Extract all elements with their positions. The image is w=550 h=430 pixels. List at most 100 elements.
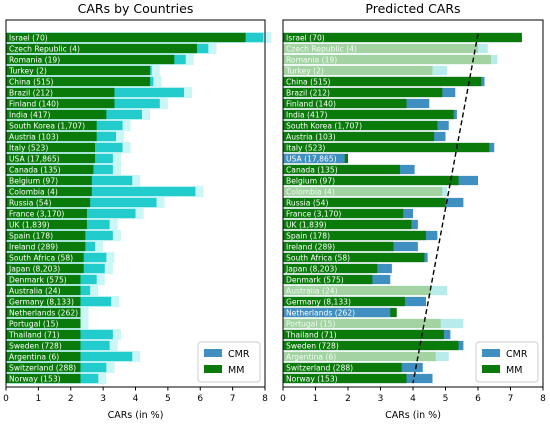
mm-bar bbox=[283, 120, 438, 131]
mm-bar bbox=[283, 318, 441, 329]
category-label: Norway (153) bbox=[9, 375, 61, 384]
category-label: Ireland (289) bbox=[286, 243, 335, 252]
mm-bar bbox=[6, 362, 81, 373]
mm-bar bbox=[283, 76, 482, 87]
mm-bar bbox=[283, 98, 407, 109]
mm-bar bbox=[283, 131, 435, 142]
mm-bar bbox=[283, 241, 394, 252]
mm-bar bbox=[283, 230, 426, 241]
x-tick-label: 7 bbox=[508, 394, 514, 404]
mm-bar bbox=[283, 362, 402, 373]
x-tick-label: 2 bbox=[68, 394, 74, 404]
mm-bar bbox=[283, 54, 491, 65]
category-label: India (417) bbox=[9, 111, 51, 120]
cmr-bar bbox=[283, 153, 345, 164]
mm-bar bbox=[6, 164, 94, 175]
right-chart-legend: CMR MM bbox=[475, 341, 539, 383]
category-label: South Africa (58) bbox=[9, 254, 73, 263]
category-label: South Korea (1,707) bbox=[286, 122, 362, 131]
category-label: Sweden (728) bbox=[9, 342, 62, 351]
mm-bar bbox=[283, 274, 373, 285]
mm-bar bbox=[6, 252, 84, 263]
category-label: India (417) bbox=[286, 111, 328, 120]
mm-bar bbox=[6, 340, 81, 351]
mm-bar bbox=[6, 120, 97, 131]
x-tick-label: 6 bbox=[475, 394, 481, 404]
right-chart-panel: Predicted CARs Israel (70) Czech Republic… bbox=[280, 1, 546, 421]
mm-bar bbox=[6, 263, 84, 274]
category-label: Austria (103) bbox=[9, 133, 59, 142]
category-label: Netherlands (262) bbox=[9, 309, 78, 318]
category-label: Switzerland (288) bbox=[9, 364, 76, 373]
category-label: China (515) bbox=[9, 78, 54, 87]
left-chart-bars: Israel (70) Czech Republic (4) Romania (19… bbox=[6, 31, 272, 385]
right-chart-x-axis: 0 1 2 3 4 5 6 7 8 bbox=[280, 387, 546, 404]
legend-label: CMR bbox=[228, 349, 250, 360]
category-label: Austria (103) bbox=[286, 133, 336, 142]
category-label: Finland (140) bbox=[9, 100, 59, 109]
category-label: Belgium (97) bbox=[9, 177, 58, 186]
mm-bar bbox=[6, 274, 81, 285]
legend-label: MM bbox=[228, 365, 244, 376]
category-label: USA (17,865) bbox=[9, 155, 60, 164]
category-label: Romania (19) bbox=[9, 56, 60, 65]
category-label: Colombia (4) bbox=[9, 188, 58, 197]
category-label: Norway (153) bbox=[286, 375, 338, 384]
mm-bar bbox=[6, 285, 81, 296]
category-label: Portugal (15) bbox=[9, 320, 58, 329]
category-label: UK (1,839) bbox=[286, 221, 327, 230]
category-label: France (3,170) bbox=[9, 210, 64, 219]
category-label: Thailand (71) bbox=[8, 331, 60, 340]
category-label: Denmark (575) bbox=[9, 276, 67, 285]
mm-bar bbox=[283, 65, 433, 76]
category-label: Australia (24) bbox=[9, 287, 61, 296]
left-chart-legend: CMR MM bbox=[197, 341, 261, 383]
category-label: Russia (54) bbox=[286, 199, 328, 208]
mm-bar bbox=[283, 109, 454, 120]
mm-bar bbox=[6, 197, 91, 208]
category-label: Thailand (71) bbox=[285, 331, 337, 340]
category-label: Canada (135) bbox=[9, 166, 61, 175]
category-label: Germany (8,133) bbox=[286, 298, 351, 307]
mm-bar bbox=[283, 351, 436, 362]
category-label: Israel (70) bbox=[9, 34, 48, 43]
x-tick-label: 4 bbox=[410, 394, 416, 404]
mm-bar bbox=[6, 241, 86, 252]
mm-bar bbox=[6, 32, 246, 43]
mm-bar bbox=[6, 307, 81, 318]
right-chart-bars: Israel (70) Czech Republic (4) Romania (19… bbox=[283, 32, 522, 384]
legend-swatch bbox=[204, 349, 222, 357]
category-label: South Africa (58) bbox=[286, 254, 350, 263]
category-label: UK (1,839) bbox=[9, 221, 50, 230]
category-label: Japan (8,203) bbox=[8, 265, 60, 274]
legend-box bbox=[197, 341, 261, 383]
category-label: Belgium (97) bbox=[286, 177, 335, 186]
category-label: Switzerland (288) bbox=[286, 364, 353, 373]
legend-swatch bbox=[482, 365, 500, 373]
cmr-bar bbox=[6, 186, 196, 197]
mm-bar bbox=[6, 175, 92, 186]
mm-bar bbox=[283, 142, 490, 153]
left-chart-x-axis-label: CARs (in %) bbox=[108, 410, 164, 421]
mm-bar bbox=[6, 98, 115, 109]
x-tick-label: 3 bbox=[378, 394, 384, 404]
x-tick-label: 0 bbox=[280, 394, 286, 404]
category-label: Romania (19) bbox=[286, 56, 337, 65]
mm-bar bbox=[283, 175, 459, 186]
category-label: France (3,170) bbox=[286, 210, 341, 219]
x-tick-label: 5 bbox=[443, 394, 449, 404]
mm-bar bbox=[6, 76, 151, 87]
right-chart-trend-line bbox=[412, 33, 479, 384]
mm-bar bbox=[6, 153, 96, 164]
category-label: Argentina (6) bbox=[9, 353, 59, 362]
mm-bar bbox=[6, 208, 87, 219]
right-chart-x-axis-label: CARs (in %) bbox=[385, 410, 441, 421]
category-label: USA (17,865) bbox=[286, 155, 337, 164]
x-tick-label: 7 bbox=[230, 394, 236, 404]
mm-bar bbox=[283, 87, 443, 98]
mm-bar bbox=[6, 296, 81, 307]
legend-swatch bbox=[482, 349, 500, 357]
mm-bar bbox=[6, 186, 92, 197]
category-label: Italy (523) bbox=[286, 144, 325, 153]
mm-bar bbox=[283, 340, 459, 351]
